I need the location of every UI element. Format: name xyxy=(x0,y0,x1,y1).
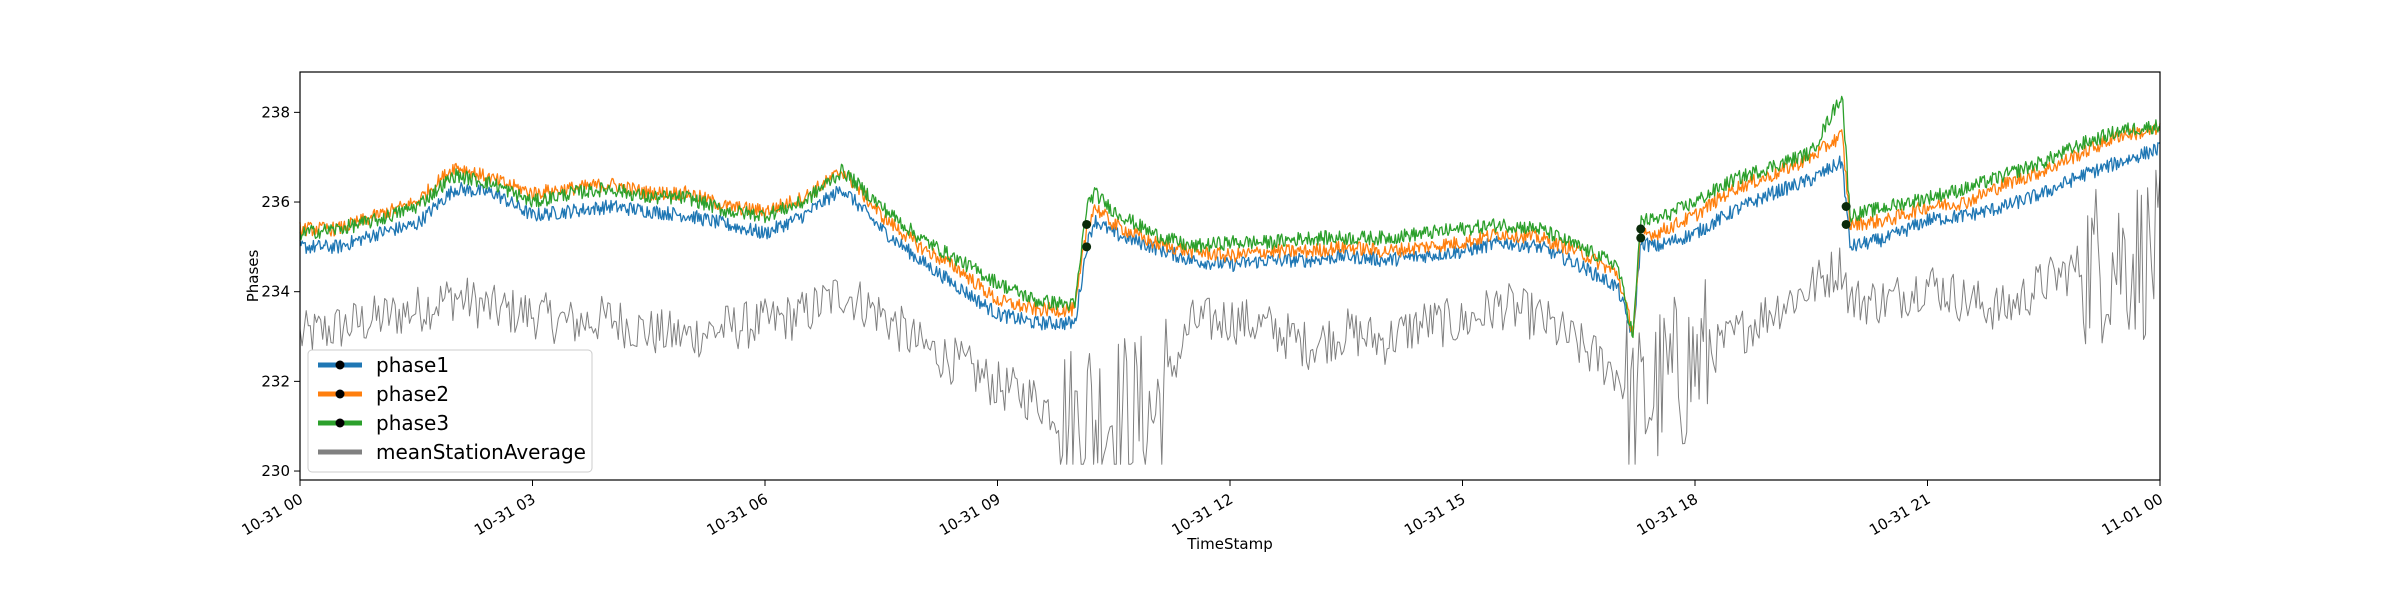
x-axis: 10-31 00 10-31 03 10-31 06 10-31 09 10-31 12… xyxy=(239,480,2166,539)
legend: phase1 phase2 phase3 meanStationAverage xyxy=(307,349,593,473)
y-tick-label: 230 xyxy=(261,462,290,480)
marker-layer xyxy=(1082,202,1851,252)
legend-label-phase3: phase3 xyxy=(376,411,449,435)
y-axis-label: Phases xyxy=(244,250,262,303)
legend-label-phase1: phase1 xyxy=(376,353,449,377)
marker-point-5 xyxy=(1841,202,1851,212)
x-tick-label: 10-31 15 xyxy=(1401,490,1468,539)
marker-point-3 xyxy=(1636,224,1646,234)
marker-point-1 xyxy=(1082,219,1092,229)
x-tick-label: 10-31 03 xyxy=(471,490,538,539)
x-tick-label: 10-31 09 xyxy=(936,490,1003,539)
marker-point-2 xyxy=(1636,233,1646,243)
marker-point-4 xyxy=(1841,219,1851,229)
x-axis-label: TimeStamp xyxy=(1186,535,1272,553)
x-tick-label: 10-31 06 xyxy=(704,490,771,539)
legend-marker-phase1 xyxy=(335,360,345,370)
y-tick-label: 232 xyxy=(261,372,290,390)
y-axis: 230 232 234 236 238 xyxy=(261,103,300,480)
legend-label-meanStationAverage: meanStationAverage xyxy=(376,440,586,464)
x-tick-label: 10-31 18 xyxy=(1634,490,1701,539)
y-tick-label: 234 xyxy=(261,283,290,301)
x-tick-label: 10-31 21 xyxy=(1866,490,1933,539)
series-line-meanStationAverage xyxy=(299,169,2161,465)
y-tick-label: 236 xyxy=(261,193,290,211)
x-tick-label: 10-31 12 xyxy=(1169,490,1236,539)
series-layer xyxy=(299,95,2161,465)
legend-label-phase2: phase2 xyxy=(376,382,449,406)
series-line-phase1 xyxy=(299,141,2161,333)
marker-point-0 xyxy=(1082,242,1092,252)
x-tick-label: 10-31 00 xyxy=(239,490,306,539)
legend-marker-phase2 xyxy=(335,389,345,399)
y-tick-label: 238 xyxy=(261,103,290,121)
legend-marker-phase3 xyxy=(335,418,345,428)
legend-box xyxy=(307,349,593,473)
series-line-phase3 xyxy=(299,95,2161,339)
x-tick-label: 11-01 00 xyxy=(2099,490,2166,539)
